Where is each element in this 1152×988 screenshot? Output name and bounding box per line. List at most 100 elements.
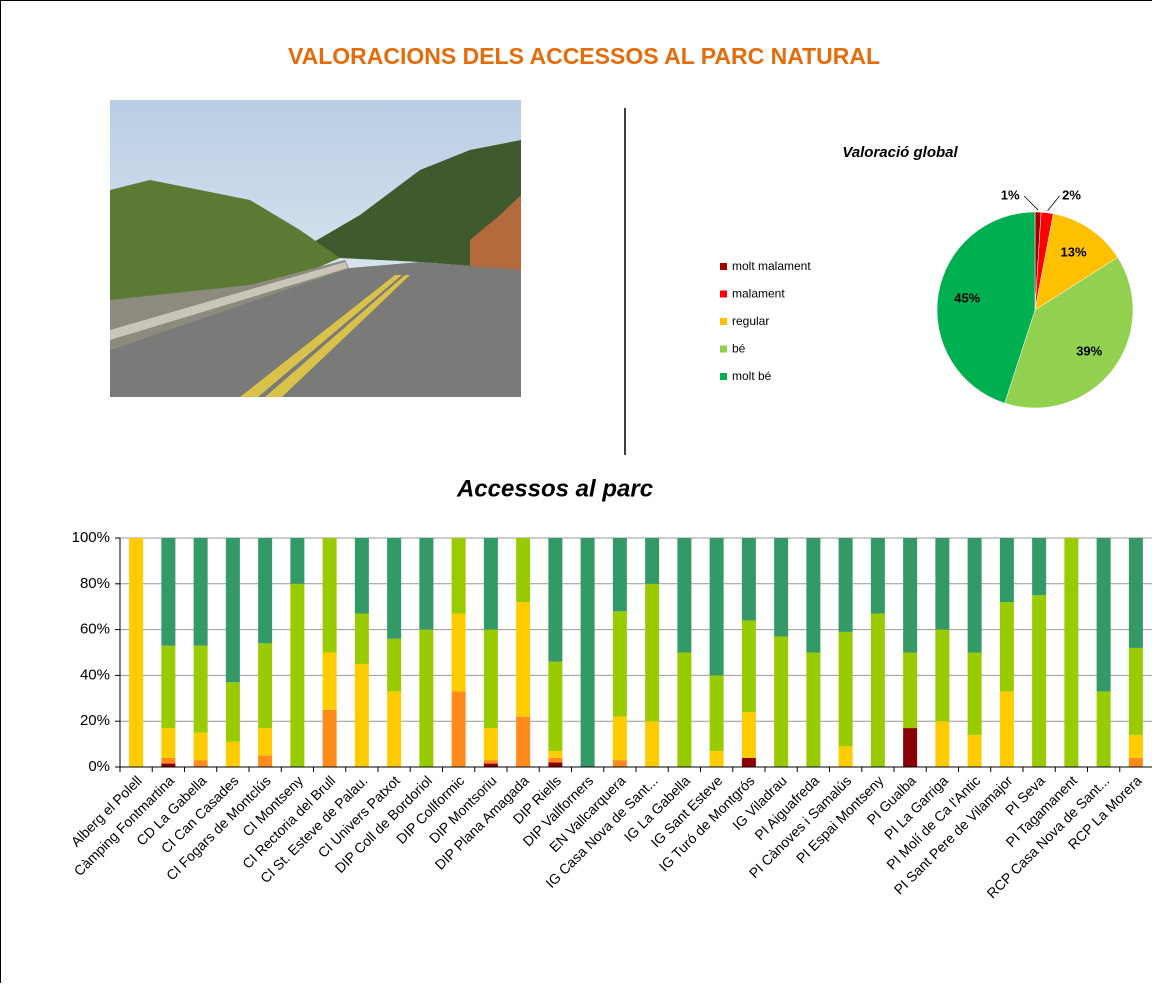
bar-segment [903,653,917,729]
bar-segment [161,538,175,646]
y-tick-label: 40% [80,666,110,683]
bar-segment [968,735,982,767]
bar-segment [935,721,949,767]
bar-segment [645,538,659,584]
bar-segment [613,538,627,611]
pie-label: 45% [954,291,980,306]
bar-segment [387,538,401,639]
bar-segment [968,653,982,735]
bar-segment [1032,595,1046,767]
bar-segment [323,710,337,767]
y-tick-label: 20% [80,712,110,729]
pie-label: 13% [1061,245,1087,260]
bar-segment [1064,538,1078,767]
page-title: VALORACIONS DELS ACCESSOS AL PARC NATURA… [288,43,880,69]
bar-segment [452,691,466,767]
bar-segment [484,630,498,728]
bar-segment [710,538,724,675]
bar-segment [452,538,466,614]
legend-swatch [720,263,727,270]
legend-label: molt bé [732,369,772,383]
legend-swatch [720,291,727,298]
bar-segment [548,762,562,767]
bar-segment [516,538,530,602]
bar-segment [258,756,272,767]
y-tick-label: 100% [72,529,110,546]
bar-segment [774,636,788,767]
legend-swatch [720,318,727,325]
bar-segment [419,630,433,767]
bar-segment [968,538,982,653]
legend-label: regular [732,314,769,328]
bar-segment [839,538,853,632]
bar-segment [710,675,724,751]
bar-segment [774,538,788,636]
bar-segment [742,620,756,712]
y-tick-label: 80% [80,575,110,592]
bar-segment [613,760,627,767]
bar-segment [161,646,175,728]
bar-segment [677,538,691,653]
bar-segment [516,602,530,717]
legend-label: malament [732,287,785,301]
bar-segment [194,646,208,733]
bar-segment [161,758,175,764]
legend-swatch [720,346,727,353]
bar-segment [387,691,401,767]
pie-title: Valoració global [842,144,958,161]
bar-segment [742,538,756,620]
bar-segment [484,760,498,763]
bar-segment [1032,538,1046,595]
bar-segment [710,751,724,767]
bar-segment [355,664,369,767]
bar-segment [258,728,272,755]
bar-segment [129,538,143,767]
bar-segment [290,584,304,767]
bar-segment [903,538,917,653]
bar-segment [806,538,820,653]
pie-label: 1% [1001,187,1020,202]
photo [110,100,521,397]
bar-segment [452,614,466,692]
bar-segment [613,611,627,716]
bar-segment [484,538,498,630]
bar-segment [484,764,498,767]
legend-swatch [720,373,727,380]
bar-segment [1000,691,1014,767]
bar-segment [194,538,208,646]
bar-segment [194,760,208,767]
bar-segment [903,728,917,767]
bar-segment [387,639,401,692]
bar-segment [871,614,885,767]
bar-segment [516,717,530,767]
bar-segment [161,728,175,758]
bar-segment [161,764,175,767]
legend-label: molt malament [732,259,811,273]
bar-segment [548,751,562,758]
y-tick-label: 0% [88,758,110,775]
pie-label: 2% [1062,187,1081,202]
bar-segment [226,682,240,742]
bar-segment [871,538,885,614]
bar-segment [355,614,369,664]
bar-segment [1129,648,1143,735]
bar-segment [484,728,498,760]
bar-segment [258,643,272,728]
bar-segment [806,653,820,768]
bar-segment [194,733,208,760]
bar-segment [1129,735,1143,758]
bar-segment [581,538,595,767]
bar-segment [1000,538,1014,602]
legend-label: bé [732,342,746,356]
bar-segment [742,758,756,767]
bar-segment [548,662,562,751]
pie-label: 39% [1076,343,1102,358]
bar-segment [290,538,304,584]
bar-segment [839,632,853,747]
y-tick-label: 60% [80,621,110,638]
bar-chart-title: Accessos al parc [456,475,653,502]
bar-segment [548,758,562,763]
bar-segment [613,717,627,761]
bar-segment [935,630,949,722]
